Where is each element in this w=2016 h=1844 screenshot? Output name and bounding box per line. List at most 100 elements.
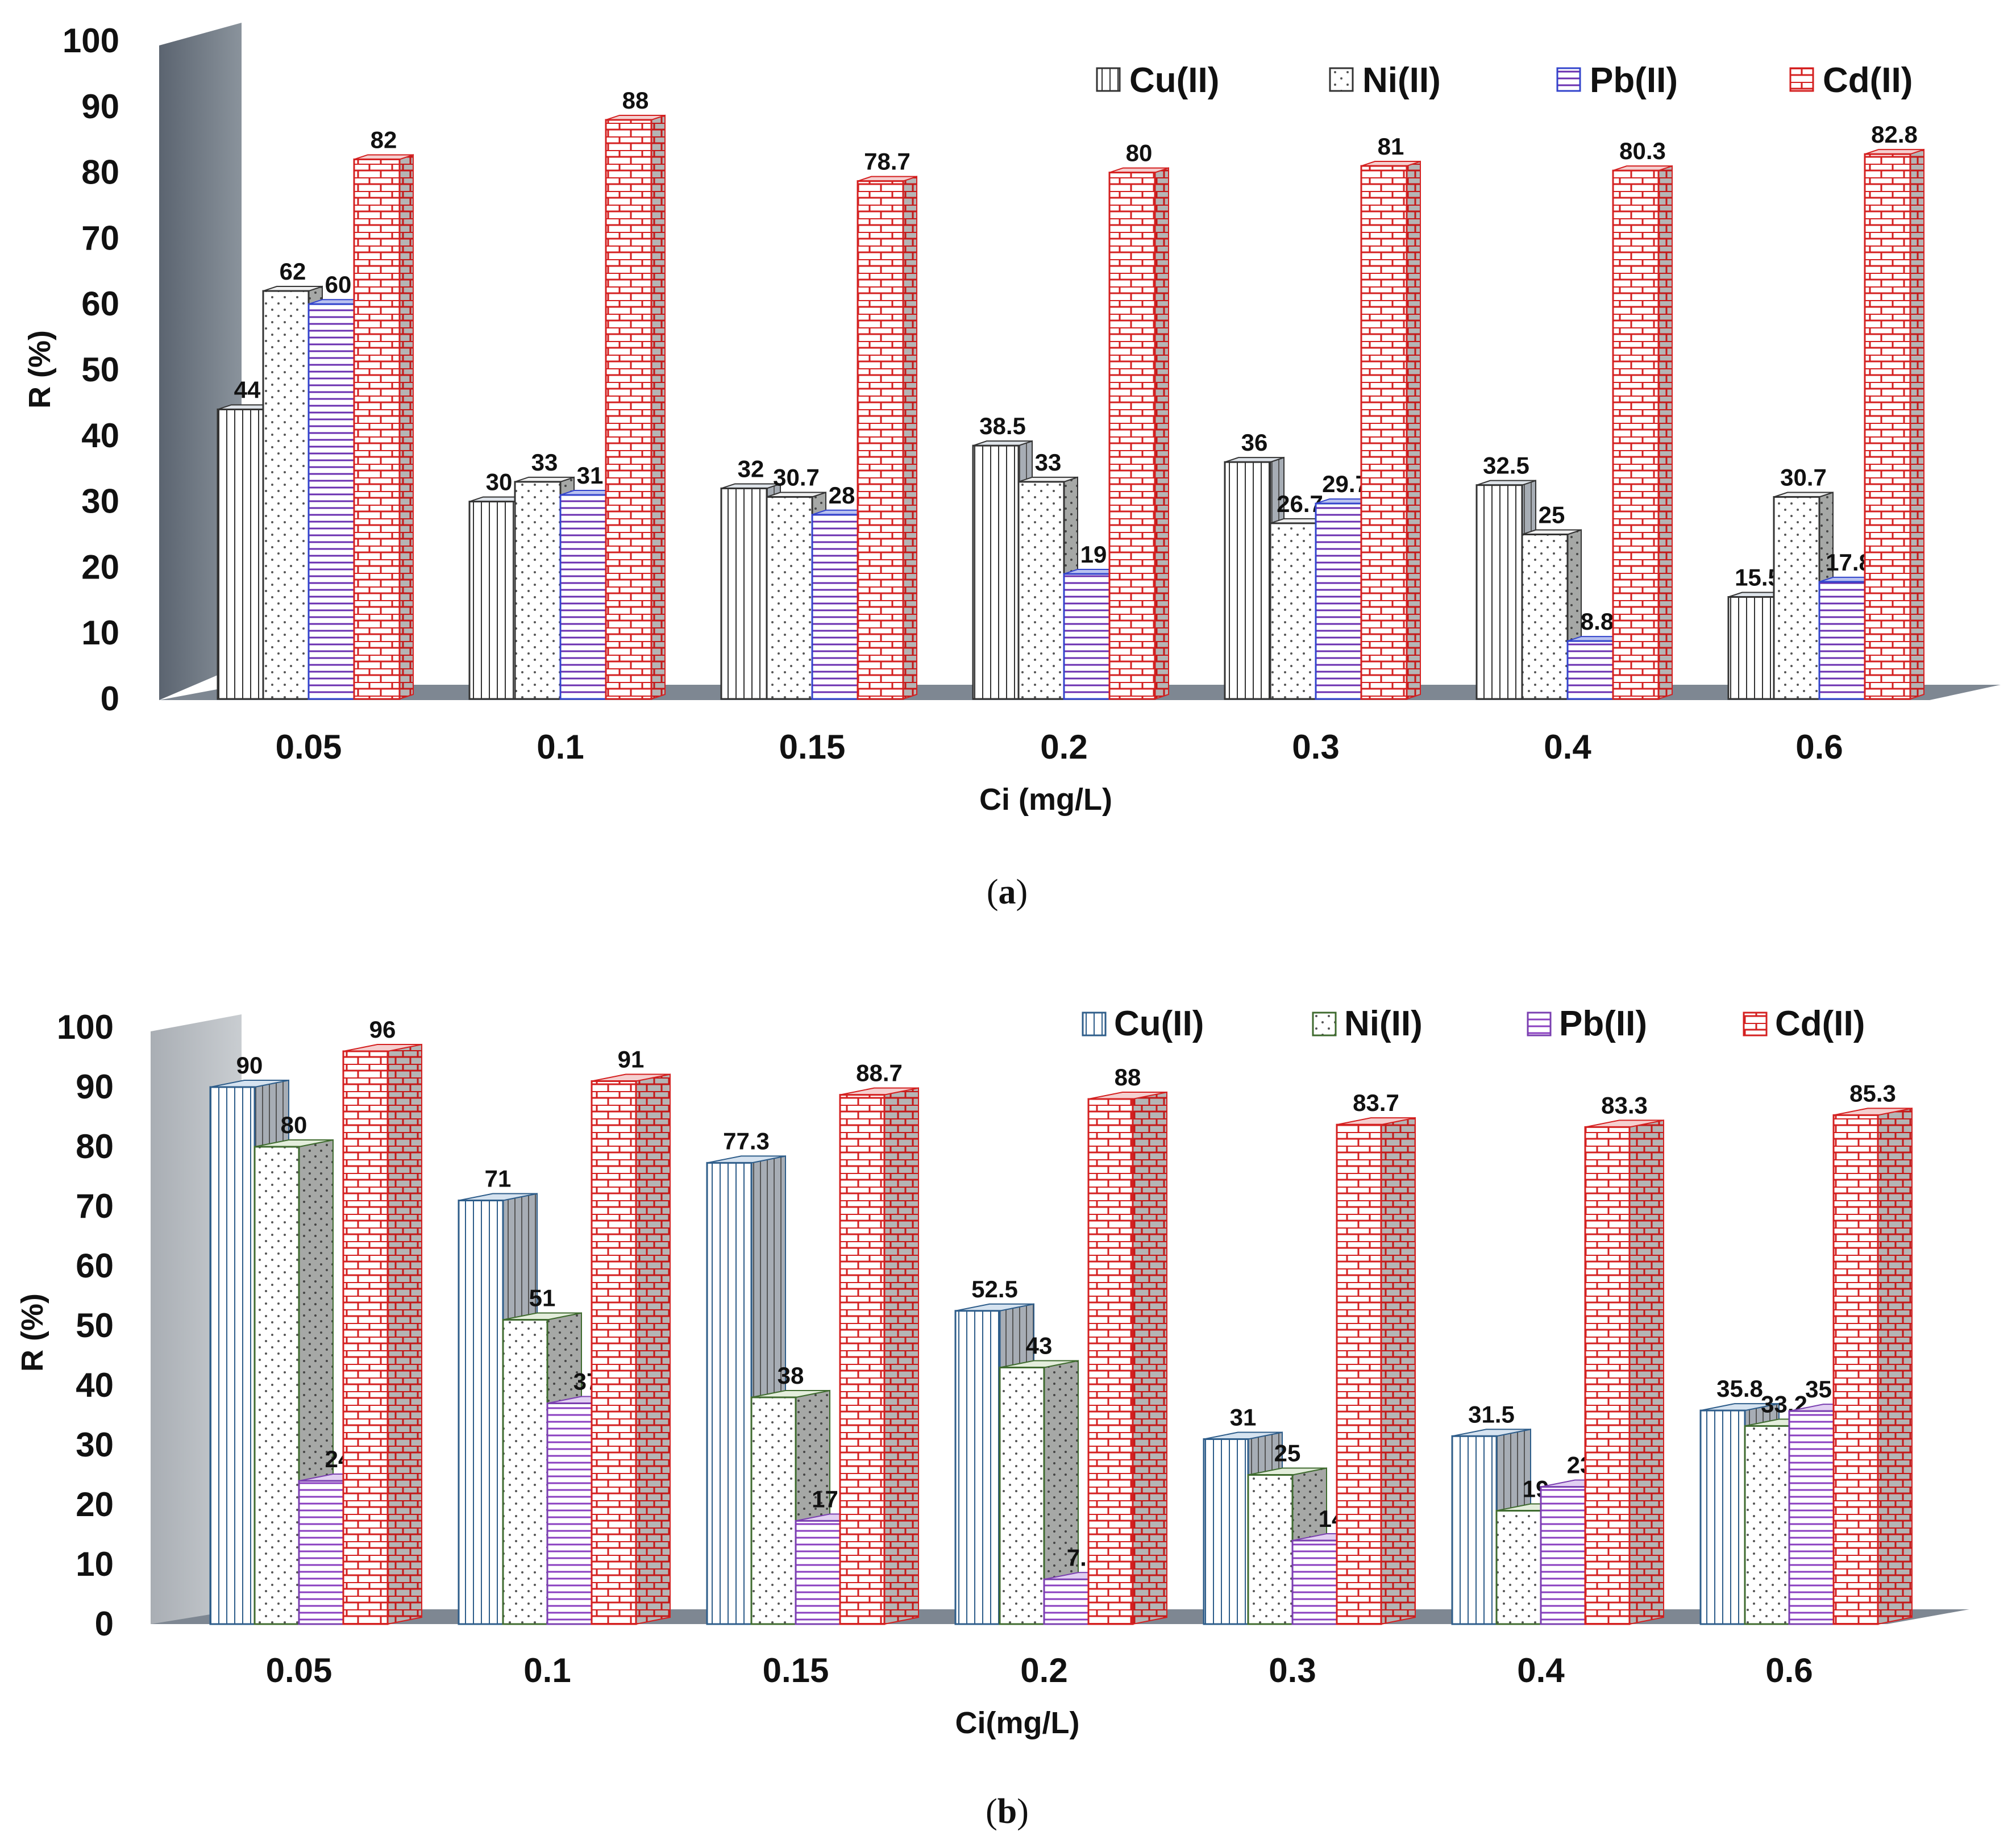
bar-cd-0.3: 83.7 <box>1336 1089 1416 1625</box>
data-label-cu-0.05: 44 <box>234 376 261 403</box>
bar-front-ni <box>1269 522 1317 700</box>
bar-cd-0.4: 80.3 <box>1612 138 1673 700</box>
legend-item-cu-b: Cu(II) <box>1082 1004 1204 1043</box>
bar-front-cd <box>1336 1123 1382 1625</box>
data-label-ni-0.3: 25 <box>1274 1440 1301 1467</box>
data-label-pb-0.4: 8.8 <box>1581 608 1614 635</box>
data-label-cu-0.4: 31.5 <box>1468 1401 1515 1427</box>
legend-label-ni-b: Ni(II) <box>1344 1004 1423 1043</box>
bar-front-cu <box>720 487 768 700</box>
bar-group-0.1: 30 33 31 88 <box>468 87 666 700</box>
legend-label-ni-a: Ni(II) <box>1362 61 1441 100</box>
y-tick-label: 50 <box>81 351 119 389</box>
data-label-cd-0.1: 88 <box>622 87 649 114</box>
data-label-cd-0.3: 83.7 <box>1353 1089 1399 1116</box>
data-label-cu-0.1: 71 <box>485 1165 512 1192</box>
data-label-cd-0.6: 82.8 <box>1871 121 1918 148</box>
y-axis-ticks-a: 0 10 20 30 40 50 60 70 80 90 100 <box>63 22 119 718</box>
bar-ni-0.2: 43 <box>999 1333 1079 1625</box>
bar-side-cd <box>1406 160 1421 700</box>
legend-item-pb-b: Pb(II) <box>1527 1004 1647 1043</box>
bar-front-ni <box>1495 1510 1542 1625</box>
bar-front-cd <box>1584 1126 1631 1625</box>
data-label-cd-0.2: 80 <box>1126 140 1153 166</box>
bar-group-0.2: 38.5 33 19 80 <box>972 140 1169 700</box>
legend-swatch-pb-a <box>1556 67 1581 92</box>
bar-side-cd <box>635 1073 671 1625</box>
bar-front-ni <box>1521 534 1569 700</box>
bar-side-cd <box>1132 1091 1167 1625</box>
data-label-cd-0.05: 96 <box>369 1016 396 1043</box>
x-tick-label: 0.4 <box>1544 728 1591 766</box>
bar-front-pb <box>1540 1486 1586 1625</box>
bar-group-0.15: 32 30.7 28 78.7 <box>720 148 917 700</box>
bar-front-cd <box>353 158 401 700</box>
data-label-ni-0.15: 38 <box>778 1362 804 1389</box>
bar-group-0.4: 32.5 25 8.8 80.3 <box>1475 138 1673 700</box>
y-tick-label: 70 <box>76 1187 114 1225</box>
data-label-cu-0.3: 31 <box>1230 1404 1257 1431</box>
data-label-cu-0.2: 38.5 <box>979 413 1026 439</box>
panel-label-a: (a) <box>987 873 1028 911</box>
legend-item-ni-a: Ni(II) <box>1329 61 1441 100</box>
legend-label-pb-a: Pb(II) <box>1590 61 1678 100</box>
x-tick-label: 0.05 <box>266 1651 332 1689</box>
y-tick-label: 40 <box>81 417 119 455</box>
y-tick-label: 10 <box>81 614 119 652</box>
bar-front-pb <box>307 303 355 700</box>
bar-front-ni <box>999 1367 1045 1625</box>
bar-front-ni <box>502 1319 548 1625</box>
bar-cd-0.1: 91 <box>591 1046 671 1625</box>
legend-b: Cu(II) Ni(II) Pb(II) Cd(II) <box>1082 1004 1865 1043</box>
legend-swatch-pb-b <box>1527 1012 1552 1037</box>
bar-front-ni <box>253 1146 300 1625</box>
data-label-ni-0.05: 62 <box>280 258 306 285</box>
y-tick-label: 0 <box>95 1605 114 1643</box>
data-label-cd-0.4: 83.3 <box>1601 1092 1648 1118</box>
data-label-cu-0.4: 32.5 <box>1483 452 1529 479</box>
data-label-cd-0.6: 85.3 <box>1849 1080 1896 1106</box>
bar-front-pb <box>298 1480 344 1625</box>
y-axis-ticks-b: 0 10 20 30 40 50 60 70 80 90 100 <box>57 1008 114 1643</box>
bar-front-ni <box>766 496 813 700</box>
category-labels-b: 0.05 0.1 0.15 0.2 0.3 0.4 0.6 <box>266 1651 1813 1689</box>
legend-item-pb-a: Pb(II) <box>1556 61 1678 100</box>
y-tick-label: 90 <box>76 1068 114 1106</box>
data-label-cu-0.15: 32 <box>738 455 764 482</box>
bar-front-ni <box>1247 1474 1294 1625</box>
bars-a: 44 62 60 82 30 33 31 88 32 30.7 28 78.7 38.5 33 19 80 36… <box>217 87 1924 700</box>
y-tick-label: 80 <box>76 1127 114 1165</box>
data-label-ni-0.2: 43 <box>1026 1333 1053 1359</box>
bar-cd-0.2: 80 <box>1108 140 1169 700</box>
y-axis-title-b: R (%) <box>15 1293 49 1372</box>
legend-a: Cu(II) Ni(II) Pb(II) Cd(II) <box>1096 61 1913 100</box>
bar-front-cu <box>972 444 1020 700</box>
bar-cd-0.05: 96 <box>342 1016 422 1625</box>
x-tick-label: 0.2 <box>1020 1651 1067 1689</box>
data-label-ni-0.1: 33 <box>531 449 558 476</box>
data-label-ni-0.1: 51 <box>529 1285 556 1312</box>
y-tick-label: 100 <box>63 22 119 60</box>
bar-front-cd <box>839 1094 886 1625</box>
data-label-cd-0.2: 88 <box>1115 1064 1141 1090</box>
bar-front-cd <box>1864 153 1911 700</box>
bar-ni-0.4: 25 <box>1521 502 1582 700</box>
bar-front-pb <box>811 514 859 700</box>
x-tick-label: 0.2 <box>1040 728 1087 766</box>
legend-item-ni-b: Ni(II) <box>1312 1004 1423 1043</box>
bar-cd-0.4: 83.3 <box>1584 1092 1664 1625</box>
bar-front-pb <box>1291 1539 1338 1625</box>
bar-front-ni <box>1773 496 1820 700</box>
bar-cd-0.05: 82 <box>353 126 414 700</box>
y-tick-label: 10 <box>76 1545 114 1583</box>
data-label-cd-0.15: 88.7 <box>856 1060 903 1087</box>
legend-item-cu-a: Cu(II) <box>1096 61 1219 100</box>
bar-front-ni <box>262 290 310 700</box>
bar-front-cd <box>1832 1114 1879 1625</box>
bar-front-cu <box>706 1162 753 1625</box>
